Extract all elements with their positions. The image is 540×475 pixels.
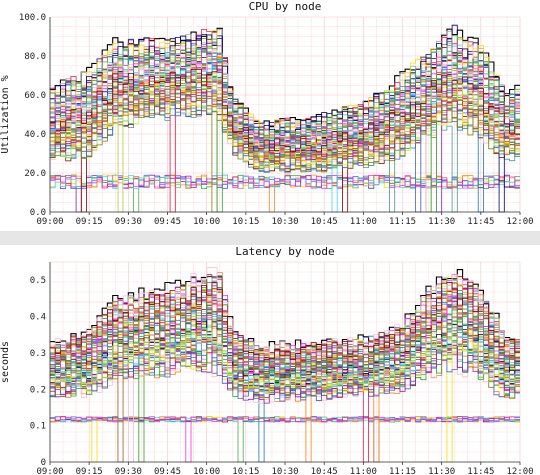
- y-tick-label: 0.0: [30, 208, 46, 218]
- chart-title: CPU by node: [249, 0, 322, 13]
- x-tick-label: 11:30: [428, 467, 455, 475]
- y-tick-label: 40.0: [24, 130, 46, 140]
- series-line: [50, 323, 520, 389]
- x-tick-label: 10:30: [271, 217, 298, 227]
- x-tick-label: 09:15: [76, 467, 103, 475]
- x-tick-label: 10:30: [271, 467, 298, 475]
- x-tick-label: 09:30: [115, 217, 142, 227]
- series-line: [50, 65, 520, 153]
- x-tick-label: 10:00: [193, 467, 220, 475]
- cpu-chart: 09:00 09:15 09:30 09:45 10:00 10:15 10:30 10:45…: [0, 0, 534, 227]
- series-line: [50, 281, 520, 362]
- series-line: [50, 87, 520, 167]
- x-tick-label: 10:15: [232, 467, 259, 475]
- y-tick-label: 0: [41, 458, 46, 468]
- y-tick-label: 20.0: [24, 169, 46, 179]
- y-tick-label: 100.0: [19, 13, 46, 23]
- x-tick-label: 11:00: [350, 217, 377, 227]
- series-lines: [50, 267, 520, 463]
- x-tick-label: 11:45: [467, 467, 494, 475]
- y-tick-label: 0.4: [30, 313, 46, 323]
- x-tick-label: 09:00: [36, 217, 63, 227]
- latency-chart-panel: 09:00 09:15 09:30 09:45 10:00 10:15 10:30 10:45…: [0, 245, 540, 475]
- x-tick-label: 12:00: [506, 217, 533, 227]
- x-tick-label: 11:30: [428, 217, 455, 227]
- x-tick-label: 11:45: [467, 217, 494, 227]
- y-axis-label: seconds: [0, 341, 11, 383]
- x-tick-label: 09:15: [76, 217, 103, 227]
- x-tick-label: 09:45: [154, 217, 181, 227]
- series-line: [50, 306, 520, 377]
- y-tick-label: 0.5: [30, 276, 46, 286]
- x-tick-label: 09:30: [115, 467, 142, 475]
- x-tick-label: 11:00: [350, 467, 377, 475]
- x-tick-label: 10:45: [311, 217, 338, 227]
- y-tick-label: 0.2: [30, 385, 46, 395]
- panel-divider: [0, 231, 540, 245]
- y-tick-label: 0.3: [30, 349, 46, 359]
- x-tick-label: 12:00: [506, 467, 533, 475]
- y-tick-label: 0.1: [30, 422, 46, 432]
- series-line: [50, 86, 520, 167]
- x-tick-label: 10:00: [193, 217, 220, 227]
- latency-chart: 09:00 09:15 09:30 09:45 10:00 10:15 10:30 10:45…: [0, 245, 534, 475]
- cpu-chart-panel: 09:00 09:15 09:30 09:45 10:00 10:15 10:30 10:45…: [0, 0, 540, 231]
- x-tick-label: 09:45: [154, 467, 181, 475]
- x-tick-label: 10:15: [232, 217, 259, 227]
- x-tick-label: 11:15: [389, 467, 416, 475]
- y-tick-label: 80.0: [24, 52, 46, 62]
- series-lines: [50, 24, 520, 213]
- x-tick-label: 10:45: [311, 467, 338, 475]
- x-tick-label: 11:15: [389, 217, 416, 227]
- y-tick-label: 60.0: [24, 91, 46, 101]
- series-line: [50, 45, 520, 139]
- chart-title: Latency by node: [235, 245, 334, 258]
- y-axis-label: Utilization %: [0, 75, 11, 153]
- x-tick-label: 09:00: [36, 467, 63, 475]
